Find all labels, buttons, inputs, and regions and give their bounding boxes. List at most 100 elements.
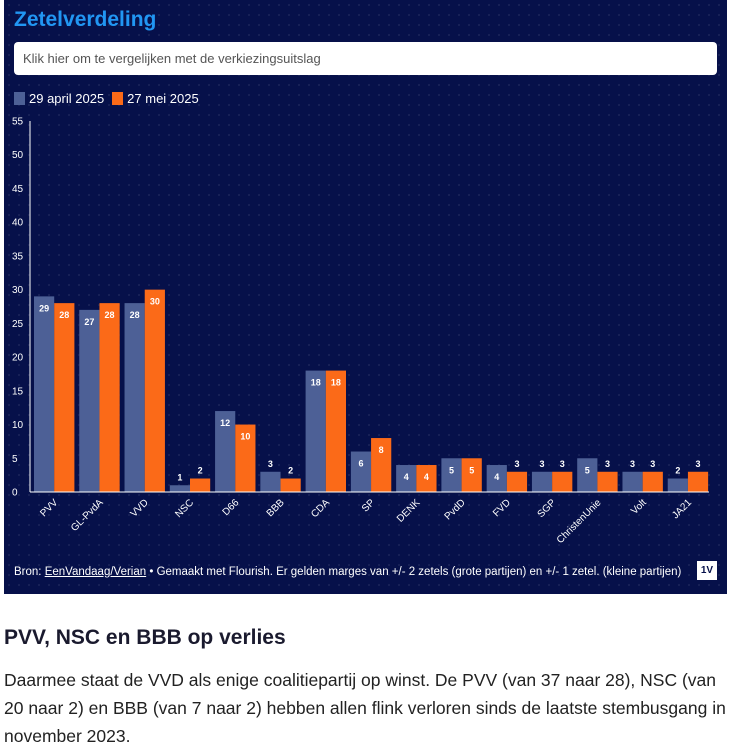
- x-tick-label: GL-PvdA: [69, 497, 106, 534]
- bar-apr-gl-pvda[interactable]: [79, 309, 100, 492]
- bar-value-label: 3: [268, 459, 273, 469]
- bar-mei-bbb[interactable]: [280, 478, 301, 492]
- bar-value-label: 18: [311, 378, 321, 388]
- x-tick-label: VVD: [129, 497, 151, 519]
- bar-value-label: 2: [675, 466, 680, 476]
- bar-value-label: 4: [424, 472, 429, 482]
- bar-mei-sgp[interactable]: [552, 471, 573, 492]
- bar-value-label: 29: [39, 303, 49, 313]
- article-heading: PVV, NSC en BBB op verlies: [4, 626, 286, 649]
- bar-mei-d66[interactable]: [235, 424, 256, 492]
- bar-value-label: 28: [59, 310, 69, 320]
- bar-mei-christenunie[interactable]: [597, 471, 618, 492]
- bar-value-label: 18: [331, 378, 341, 388]
- bar-value-label: 3: [514, 459, 519, 469]
- footer-prefix: Bron:: [14, 566, 45, 578]
- bar-mei-vvd[interactable]: [144, 289, 165, 492]
- bar-apr-denk[interactable]: [396, 465, 417, 492]
- bar-value-label: 5: [585, 465, 590, 475]
- bar-apr-vvd[interactable]: [124, 303, 145, 492]
- bar-mei-pvdd[interactable]: [461, 458, 482, 492]
- bar-apr-pvdd[interactable]: [441, 458, 462, 492]
- footer-note: • Gemaakt met Flourish. Er gelden marges…: [146, 566, 682, 578]
- article-body: Daarmee staat de VVD als enige coalitiep…: [4, 670, 726, 746]
- bar-value-label: 3: [650, 459, 655, 469]
- y-tick-label: 25: [12, 319, 24, 330]
- bar-value-label: 8: [379, 445, 384, 455]
- x-tick-label: Volt: [629, 497, 649, 517]
- x-tick-label: DENK: [395, 497, 423, 525]
- y-tick-label: 10: [12, 420, 24, 431]
- x-tick-label: ChristenUnie: [555, 497, 604, 546]
- y-tick-label: 35: [12, 251, 24, 262]
- x-tick-label: PVV: [38, 497, 60, 519]
- bar-value-label: 28: [130, 310, 140, 320]
- bar-value-label: 3: [696, 459, 701, 469]
- bar-apr-volt[interactable]: [622, 471, 643, 492]
- y-tick-label: 55: [12, 117, 24, 128]
- legend: 29 april 2025 27 mei 2025: [14, 91, 207, 106]
- bar-mei-pvv[interactable]: [54, 303, 75, 492]
- x-tick-label: JA21: [670, 497, 694, 521]
- bar-value-label: 3: [540, 459, 545, 469]
- x-tick-label: FVD: [491, 497, 513, 519]
- bar-apr-pvv[interactable]: [34, 296, 55, 492]
- bar-mei-gl-pvda[interactable]: [99, 303, 120, 492]
- bar-value-label: 12: [220, 418, 230, 428]
- x-tick-label: PvdD: [443, 497, 468, 522]
- bar-mei-fvd[interactable]: [506, 471, 528, 492]
- y-tick-label: 50: [12, 150, 24, 161]
- y-tick-label: 15: [12, 386, 24, 397]
- bar-apr-bbb[interactable]: [260, 471, 281, 492]
- bar-apr-ja21[interactable]: [667, 478, 688, 492]
- bar-mei-denk[interactable]: [416, 465, 437, 492]
- bar-mei-ja21[interactable]: [687, 471, 709, 492]
- bar-value-label: 3: [560, 459, 565, 469]
- bar-mei-sp[interactable]: [371, 438, 392, 492]
- bar-value-label: 27: [84, 317, 94, 327]
- bar-value-label: 2: [288, 466, 293, 476]
- x-tick-label: SGP: [536, 497, 559, 520]
- eenvandaag-logo[interactable]: 1V: [697, 561, 717, 580]
- bar-value-label: 3: [630, 459, 635, 469]
- bar-value-label: 4: [404, 472, 409, 482]
- chart-panel: Zetelverdeling Klik hier om te vergelijk…: [4, 0, 727, 594]
- legend-label-series1: 29 april 2025: [29, 91, 105, 106]
- bar-apr-nsc[interactable]: [169, 485, 190, 492]
- bar-value-label: 30: [150, 297, 160, 307]
- bar-value-label: 4: [494, 472, 499, 482]
- y-tick-label: 0: [12, 488, 18, 499]
- bar-value-label: 6: [358, 459, 363, 469]
- legend-swatch-series1: [14, 92, 25, 105]
- legend-item-series2[interactable]: 27 mei 2025: [112, 91, 199, 106]
- bar-value-label: 2: [198, 466, 203, 476]
- x-tick-label: SP: [360, 497, 377, 514]
- chart-title: Zetelverdeling: [14, 8, 157, 31]
- legend-item-series1[interactable]: 29 april 2025: [14, 91, 104, 106]
- bar-apr-d66[interactable]: [215, 411, 236, 492]
- y-tick-label: 40: [12, 218, 24, 229]
- legend-swatch-series2: [112, 92, 124, 105]
- x-tick-label: NSC: [173, 497, 196, 520]
- bar-apr-sgp[interactable]: [531, 471, 553, 492]
- x-tick-label: BBB: [265, 497, 287, 519]
- y-tick-label: 20: [12, 353, 24, 364]
- source-link[interactable]: EenVandaag/Verian: [44, 566, 147, 578]
- bar-value-label: 3: [605, 459, 610, 469]
- compare-button[interactable]: Klik hier om te vergelijken met de verki…: [14, 42, 717, 75]
- bar-mei-volt[interactable]: [642, 471, 663, 492]
- y-tick-label: 30: [12, 285, 24, 296]
- bar-value-label: 5: [449, 465, 454, 475]
- chart-footer: Bron: EenVandaag/Verian • Gemaakt met Fl…: [14, 566, 681, 578]
- bar-apr-christenunie[interactable]: [577, 458, 598, 492]
- bar-mei-nsc[interactable]: [190, 478, 211, 492]
- bar-apr-sp[interactable]: [350, 451, 372, 492]
- x-tick-label: D66: [221, 497, 242, 518]
- bar-mei-cda[interactable]: [325, 370, 346, 492]
- bar-apr-cda[interactable]: [305, 370, 326, 492]
- bar-value-label: 28: [105, 310, 115, 320]
- legend-label-series2: 27 mei 2025: [127, 91, 199, 106]
- bar-value-label: 5: [469, 465, 474, 475]
- bar-apr-fvd[interactable]: [486, 465, 507, 492]
- bar-value-label: 10: [240, 432, 250, 442]
